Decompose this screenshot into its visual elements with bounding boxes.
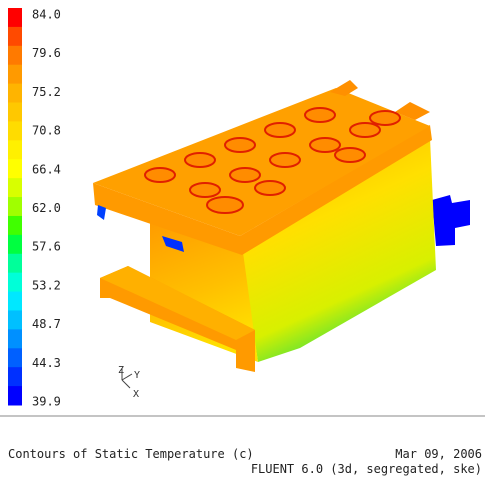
axis-label: X <box>133 389 139 400</box>
legend-label: 62.0 <box>32 201 61 215</box>
color-swatch <box>8 121 22 140</box>
axis-label: Y <box>134 370 140 381</box>
color-swatch <box>8 329 22 348</box>
model <box>93 80 470 372</box>
legend-label: 48.7 <box>32 317 61 331</box>
color-swatch <box>8 197 22 216</box>
blue-block <box>432 195 470 246</box>
color-swatch <box>8 46 22 65</box>
legend-label: 70.8 <box>32 124 61 138</box>
color-swatch <box>8 27 22 46</box>
color-swatch <box>8 367 22 386</box>
color-swatch <box>8 386 22 405</box>
legend-label: 75.2 <box>32 85 61 99</box>
page: 84.0 79.6 75.2 70.8 66.4 62.0 57.6 53.2 48.7 44.3… <box>0 0 485 482</box>
color-swatch <box>8 254 22 273</box>
axis-label: Z <box>118 365 124 376</box>
color-swatch <box>8 159 22 178</box>
view: 84.0 79.6 75.2 70.8 66.4 62.0 57.6 53.2 48.7 44.3… <box>0 0 485 482</box>
legend-label: 66.4 <box>32 162 61 176</box>
color-swatch <box>8 292 22 311</box>
legend-label: 53.2 <box>32 278 61 292</box>
legend-labels: 84.0 79.6 75.2 70.8 66.4 62.0 57.6 53.2 48.7 44.3… <box>32 8 61 409</box>
legend-label: 84.0 <box>32 8 61 22</box>
color-swatch <box>8 140 22 159</box>
legend-label: 79.6 <box>32 46 61 60</box>
color-swatch <box>8 235 22 254</box>
color-swatch <box>8 348 22 367</box>
color-swatch <box>8 65 22 84</box>
color-swatch <box>8 84 22 103</box>
color-swatch <box>8 273 22 292</box>
footer-date: Mar 09, 2006 <box>395 447 482 461</box>
legend-label: 39.9 <box>32 395 61 409</box>
footer-solver: FLUENT 6.0 (3d, segregated, ske) <box>251 462 482 476</box>
legend-label: 44.3 <box>32 356 61 370</box>
color-swatch <box>8 8 22 27</box>
footer-title: Contours of Static Temperature (c) <box>8 447 254 461</box>
color-swatch <box>8 178 22 197</box>
color-bar <box>8 8 22 406</box>
legend-label: 57.6 <box>32 240 61 254</box>
color-swatch <box>8 103 22 122</box>
color-swatch <box>8 216 22 235</box>
color-swatch <box>8 310 22 329</box>
